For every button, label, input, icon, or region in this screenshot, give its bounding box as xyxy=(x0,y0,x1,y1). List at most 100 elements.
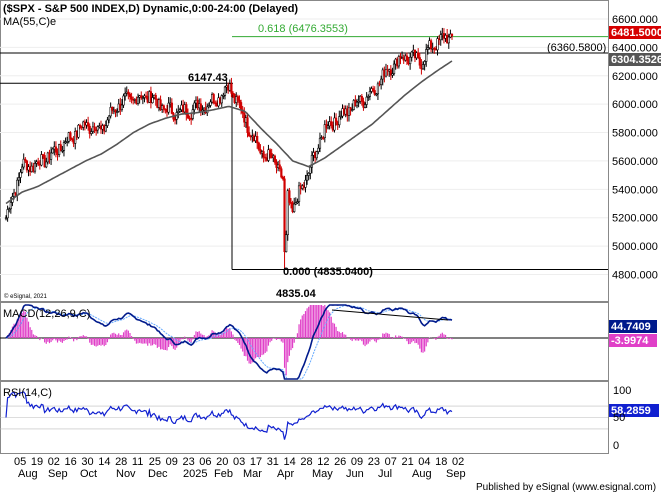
ma-legend: MA(55,C)e xyxy=(3,16,56,28)
price-bar-body xyxy=(317,147,320,152)
date-tick-day: 05 xyxy=(14,456,26,468)
last-price-tag-bg xyxy=(609,26,661,39)
price-bar-body xyxy=(450,33,454,37)
price-bar-body xyxy=(239,102,243,111)
price-bar-body xyxy=(405,55,409,61)
ma-price-tag: 6304.3526 xyxy=(611,54,663,66)
price-bar-body xyxy=(347,107,351,116)
grid xyxy=(0,18,608,275)
price-bar-body xyxy=(51,148,54,154)
price-bar-body xyxy=(190,118,193,120)
price-bar-body xyxy=(309,166,312,174)
date-tick-day: 19 xyxy=(31,456,43,468)
price-bar-body xyxy=(40,154,43,166)
price-bar-body xyxy=(323,124,326,138)
price-bar-body xyxy=(293,203,296,212)
price-bar-body xyxy=(111,106,114,111)
price-bar-body xyxy=(294,202,297,205)
price-bar-body xyxy=(66,141,69,143)
price-bar-body xyxy=(280,168,283,178)
date-tick-day: 02 xyxy=(452,456,464,468)
ma55-line xyxy=(5,60,453,205)
date-tick-day: 07 xyxy=(385,456,397,468)
price-bar-body xyxy=(87,122,90,127)
date-tick-month: Jul xyxy=(378,468,392,480)
price-bar-body xyxy=(281,176,285,180)
price-bar-body xyxy=(70,138,74,140)
price-bar-body xyxy=(447,36,450,44)
price-bar-body xyxy=(426,47,429,50)
rsi-line xyxy=(5,391,453,440)
date-tick-day: 09 xyxy=(166,456,178,468)
price-bar-body xyxy=(130,96,133,100)
panel-frames xyxy=(0,0,609,454)
price-bar-body xyxy=(418,57,421,66)
macd-hist-tag-bg xyxy=(609,334,657,347)
ma-price-tag-bg xyxy=(609,53,661,66)
price-bar-body xyxy=(199,103,202,112)
date-tick-month: Apr xyxy=(277,468,294,480)
price-bar-body xyxy=(367,96,370,98)
price-bar-body xyxy=(154,94,157,100)
price-bar-body xyxy=(209,101,212,106)
fib-618-label: 0.618 (6476.3553) xyxy=(258,23,348,35)
price-bar-body xyxy=(333,117,336,131)
date-tick-month: May xyxy=(312,468,333,480)
price-tick-label: 6200.000 xyxy=(612,71,658,83)
price-bar-body xyxy=(256,136,259,144)
price-bar-body xyxy=(223,86,227,96)
price-tick-label: 5800.000 xyxy=(612,128,658,140)
price-bar-body xyxy=(170,102,173,114)
price-bar-body xyxy=(409,56,412,65)
date-tick-day: 02 xyxy=(48,456,60,468)
price-bar-body xyxy=(305,175,309,181)
price-tick-label: 5400.000 xyxy=(612,184,658,196)
price-bar-body xyxy=(360,96,363,102)
price-bar-body xyxy=(62,142,66,151)
date-tick-day: 06 xyxy=(199,456,211,468)
price-bar-body xyxy=(93,126,96,131)
footer-credit: Published by eSignal (www.esignal.com) xyxy=(476,482,656,493)
price-bar-body xyxy=(334,117,338,123)
rsi-tick-100: 100 xyxy=(613,385,631,397)
price-bar-body xyxy=(173,118,177,121)
date-tick-day: 20 xyxy=(216,456,228,468)
price-bar-body xyxy=(349,107,352,111)
date-tick-day: 12 xyxy=(317,456,329,468)
date-tick-day: 28 xyxy=(115,456,127,468)
price-bar-body xyxy=(124,93,127,97)
price-bar-body xyxy=(207,105,210,108)
price-bar-body xyxy=(88,125,91,134)
date-tick-day: 30 xyxy=(81,456,93,468)
price-bar-body xyxy=(310,154,314,168)
date-tick-month: Feb xyxy=(214,468,233,480)
date-tick-day: 21 xyxy=(401,456,413,468)
price-bar-body xyxy=(22,158,25,168)
price-bar-body xyxy=(365,96,368,105)
price-bar-body xyxy=(49,152,53,160)
price-bar-body xyxy=(384,69,388,77)
date-tick-day: 04 xyxy=(418,456,430,468)
date-tick-day: 23 xyxy=(368,456,380,468)
price-bar-body xyxy=(69,132,72,139)
price-bar-body xyxy=(107,115,111,121)
price-bar-body xyxy=(19,171,22,178)
swing-low-label: 4835.04 xyxy=(276,288,317,300)
chart-title: ($SPX - S&P 500 INDEX,D) Dynamic,0:00-24… xyxy=(3,3,298,15)
date-tick-month: Mar xyxy=(243,468,262,480)
resistance-label: (6360.5800) xyxy=(547,42,606,54)
price-panel-frame xyxy=(0,0,609,302)
price-bar-body xyxy=(351,109,354,111)
price-bar-body xyxy=(17,177,20,181)
price-bar-body xyxy=(24,158,27,162)
price-tick-label: 6600.000 xyxy=(612,14,658,26)
price-bar-body xyxy=(222,95,225,97)
price-bar-body xyxy=(220,95,223,104)
price-tick-label: 6000.000 xyxy=(612,99,658,111)
macd-hist-tag: -3.9974 xyxy=(611,335,649,347)
price-bar-body xyxy=(45,161,48,168)
price-bar-body xyxy=(372,88,375,91)
price-bar-body xyxy=(114,109,117,113)
macd-plot xyxy=(0,304,608,380)
price-bar-body xyxy=(6,209,9,219)
